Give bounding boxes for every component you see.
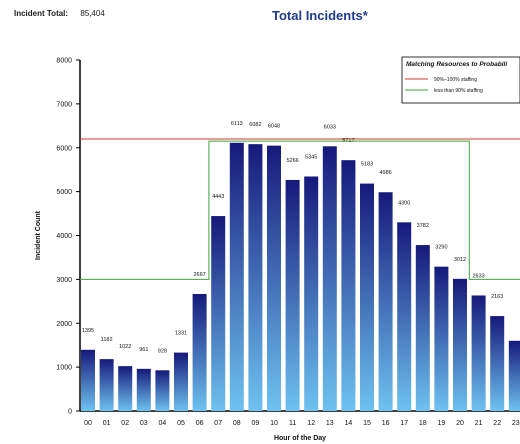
bar-04: [155, 370, 170, 411]
bar-label-01: 1182: [101, 337, 113, 343]
y-tick-label: 2000: [56, 321, 72, 328]
x-tick-label-21: 21: [475, 420, 483, 427]
y-tick-label: 7000: [56, 101, 72, 108]
legend-title: Matching Resources to Probabili: [406, 61, 507, 68]
bar-label-22: 2163: [491, 294, 503, 300]
bar-08: [229, 142, 244, 412]
x-tick-label-06: 06: [196, 420, 204, 427]
bar-23: [508, 340, 520, 411]
bar-09: [248, 144, 263, 411]
bar-17: [397, 222, 412, 411]
bar-20: [453, 278, 467, 411]
x-tick-label-18: 18: [419, 420, 427, 427]
bar-label-00: 1395: [82, 328, 94, 334]
y-tick-label: 0: [68, 409, 72, 416]
x-tick-label-05: 05: [177, 420, 185, 427]
bar-label-12: 5345: [305, 154, 317, 160]
bar-label-20: 3012: [454, 257, 466, 263]
legend-label-green: less than 90% staffing: [434, 88, 483, 94]
bar-19: [434, 266, 449, 411]
bar-12: [304, 176, 319, 411]
x-tick-label-22: 22: [493, 420, 501, 427]
bar-label-15: 5183: [361, 162, 373, 168]
y-tick-label: 8000: [56, 58, 72, 65]
bar-label-06: 2667: [193, 272, 205, 278]
incident-total: Incident Total: 85,404: [14, 9, 105, 18]
y-tick-label: 3000: [56, 277, 72, 284]
y-tick-label: 1000: [56, 365, 72, 372]
legend-label-red: 90%–100% staffing: [434, 77, 477, 83]
x-axis-title: Hour of the Day: [274, 435, 326, 442]
bar-01: [99, 359, 114, 411]
y-tick-label: 6000: [56, 145, 72, 152]
bar-label-08: 6113: [231, 121, 243, 127]
bar-13: [322, 146, 337, 411]
x-tick-label-10: 10: [270, 420, 278, 427]
bar-label-11: 5266: [286, 158, 298, 164]
bar-10: [267, 145, 281, 412]
bar-21: [471, 295, 486, 411]
bar-label-16: 4986: [379, 170, 391, 176]
bar-06: [192, 293, 207, 411]
bar-11: [285, 179, 300, 411]
bar-label-13: 6033: [324, 124, 336, 130]
bar-15: [360, 183, 374, 411]
x-tick-label-07: 07: [214, 420, 222, 427]
green-staffing-line: [80, 140, 520, 280]
x-tick-label-20: 20: [456, 420, 464, 427]
incident-total-value: 85,404: [80, 9, 105, 18]
bar-label-10: 6048: [268, 124, 280, 130]
x-tick-label-01: 01: [103, 420, 111, 427]
bar-label-09: 6082: [249, 122, 261, 128]
y-tick-label: 4000: [56, 233, 72, 240]
bar-02: [118, 366, 133, 411]
bar-label-19: 3290: [435, 245, 447, 251]
bar-label-02: 1022: [119, 344, 131, 350]
x-tick-label-13: 13: [326, 420, 334, 427]
bar-label-07: 4443: [212, 194, 224, 200]
x-tick-label-15: 15: [363, 420, 371, 427]
y-tick-label: 5000: [56, 189, 72, 196]
x-tick-label-09: 09: [252, 420, 260, 427]
x-tick-label-12: 12: [307, 420, 315, 427]
bar-14: [341, 160, 356, 411]
x-tick-label-11: 11: [289, 420, 296, 427]
bar-label-17: 4300: [398, 200, 410, 206]
bar-07: [211, 216, 226, 411]
bar-18: [415, 245, 430, 411]
x-tick-label-08: 08: [233, 420, 241, 427]
bar-label-18: 3782: [417, 223, 429, 229]
chart-title: Total Incidents*: [272, 8, 368, 23]
legend: Matching Resources to Probabili 90%–100%…: [401, 56, 520, 104]
bar-03: [136, 368, 151, 411]
x-tick-label-23: 23: [512, 420, 520, 427]
x-tick-label-16: 16: [382, 420, 390, 427]
x-tick-label-00: 00: [84, 420, 92, 427]
x-tick-label-19: 19: [438, 420, 446, 427]
y-axis-title: Incident Count: [35, 210, 42, 260]
bar-00: [81, 349, 95, 411]
x-tick-label-03: 03: [140, 420, 148, 427]
bar-22: [490, 316, 505, 411]
bar-label-21: 2633: [472, 273, 484, 279]
incident-total-label: Incident Total:: [14, 9, 69, 18]
x-tick-label-17: 17: [400, 420, 408, 427]
x-tick-label-14: 14: [345, 420, 353, 427]
bar-label-03: 961: [139, 347, 148, 353]
x-tick-label-02: 02: [121, 420, 129, 427]
bar-16: [378, 192, 393, 411]
bar-label-04: 928: [158, 348, 167, 354]
x-tick-label-04: 04: [159, 420, 167, 427]
bar-05: [174, 352, 188, 411]
bar-label-05: 1331: [175, 331, 187, 337]
